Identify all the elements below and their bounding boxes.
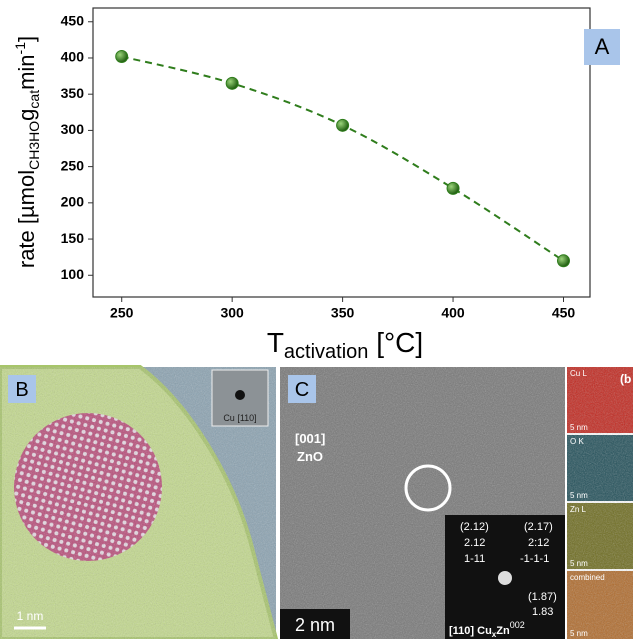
x-tick-label: 450 (552, 305, 576, 321)
texture (567, 367, 633, 639)
y-tick-label: 350 (61, 85, 85, 101)
tile-scale: 5 nm (570, 629, 588, 638)
y-tick-label: 250 (61, 157, 85, 173)
spot-label: (1.87) (528, 591, 557, 603)
zone-sup: 002 (510, 620, 525, 630)
x-axis-label: Tactivation [°C] (267, 327, 423, 363)
tile-scale: 5 nm (570, 491, 588, 500)
tile-scale: 5 nm (570, 423, 588, 432)
zone-sub: x (492, 630, 497, 639)
scale-label: 1 nm (17, 609, 44, 623)
panel-label-box (584, 29, 620, 65)
y-label-part: g (14, 109, 39, 121)
x-tick-label: 400 (441, 305, 465, 321)
y-tick-label: 300 (61, 121, 85, 137)
inset-label: Cu [110] (223, 413, 256, 423)
x-tick-label: 250 (110, 305, 134, 321)
corner-label: (b (620, 372, 631, 386)
x-label-sub: activation (284, 341, 369, 363)
spot-label: 1.83 (532, 606, 553, 618)
zone-part: [110] Cu (449, 625, 492, 637)
y-tick-label: 200 (61, 194, 85, 210)
tile-label: O K (570, 437, 584, 446)
trend-line (121, 55, 565, 262)
tile-label: combined (570, 573, 605, 582)
spot-label: 2:12 (528, 537, 549, 549)
y-label-sup: -1 (12, 42, 28, 55)
point (556, 254, 570, 268)
zone-label: [110] CuxZn002 (449, 620, 525, 639)
y-tick-label: 400 (61, 49, 85, 65)
tile-label: Zn L (570, 505, 587, 514)
y-axis-label: rate [µmolCH3HOgcatmin-1] (12, 36, 42, 268)
direction-label: [001] (295, 431, 325, 446)
spot-label: (2.12) (460, 521, 489, 533)
zone-part: Zn (496, 625, 510, 637)
y-tick-label: 450 (61, 12, 85, 28)
y-label-part: min (14, 54, 39, 89)
x-label-part: [°C] (368, 327, 423, 358)
chart: A rate [µmolCH3HOgcatmin-1] Tactivation … (12, 7, 620, 363)
y-label-part: ] (14, 36, 39, 42)
spot-label: -1-1-1 (520, 553, 549, 565)
panel-label-box (288, 375, 316, 403)
panel-label: B (15, 379, 28, 401)
x-label-part: T (267, 327, 284, 358)
scale-box (280, 609, 350, 639)
panel-c: C [001] ZnO (2.12) 2.12 1-11 (2.17) 2:12… (280, 367, 565, 639)
y-label-sub: cat (26, 90, 42, 109)
maps: (b Cu L O K Zn L combined 5 nm 5 nm 5 nm… (567, 367, 633, 639)
x-tick-label: 300 (220, 305, 244, 321)
panel-b: Cu [110] B 1 nm (0, 365, 279, 639)
point (115, 50, 129, 64)
highlight-circle (404, 464, 452, 512)
scale-label: 2 nm (295, 615, 335, 635)
tile-scale: 5 nm (570, 559, 588, 568)
y-label-sub: CH3HO (26, 121, 42, 170)
inset-spot (235, 390, 245, 400)
point (336, 118, 350, 132)
panel-label-box (8, 375, 36, 403)
point (225, 76, 239, 90)
panel-label: C (295, 379, 309, 401)
phase-label: ZnO (297, 449, 323, 464)
spot-label: 1-11 (464, 553, 485, 565)
fft-center (498, 571, 512, 585)
fft-labels: (2.12) 2.12 1-11 (2.17) 2:12 -1-1-1 (1.8… (449, 521, 557, 639)
plot-frame (92, 7, 591, 298)
x-tick-label: 350 (331, 305, 355, 321)
point (446, 181, 460, 195)
spot-label: (2.17) (524, 521, 553, 533)
y-tick-label: 150 (61, 230, 85, 246)
y-label-part: rate [µmol (14, 170, 39, 268)
spot-label: 2.12 (464, 537, 485, 549)
panel-label: A (595, 34, 610, 59)
tile-label: Cu L (570, 369, 587, 378)
y-tick-label: 100 (61, 266, 85, 282)
